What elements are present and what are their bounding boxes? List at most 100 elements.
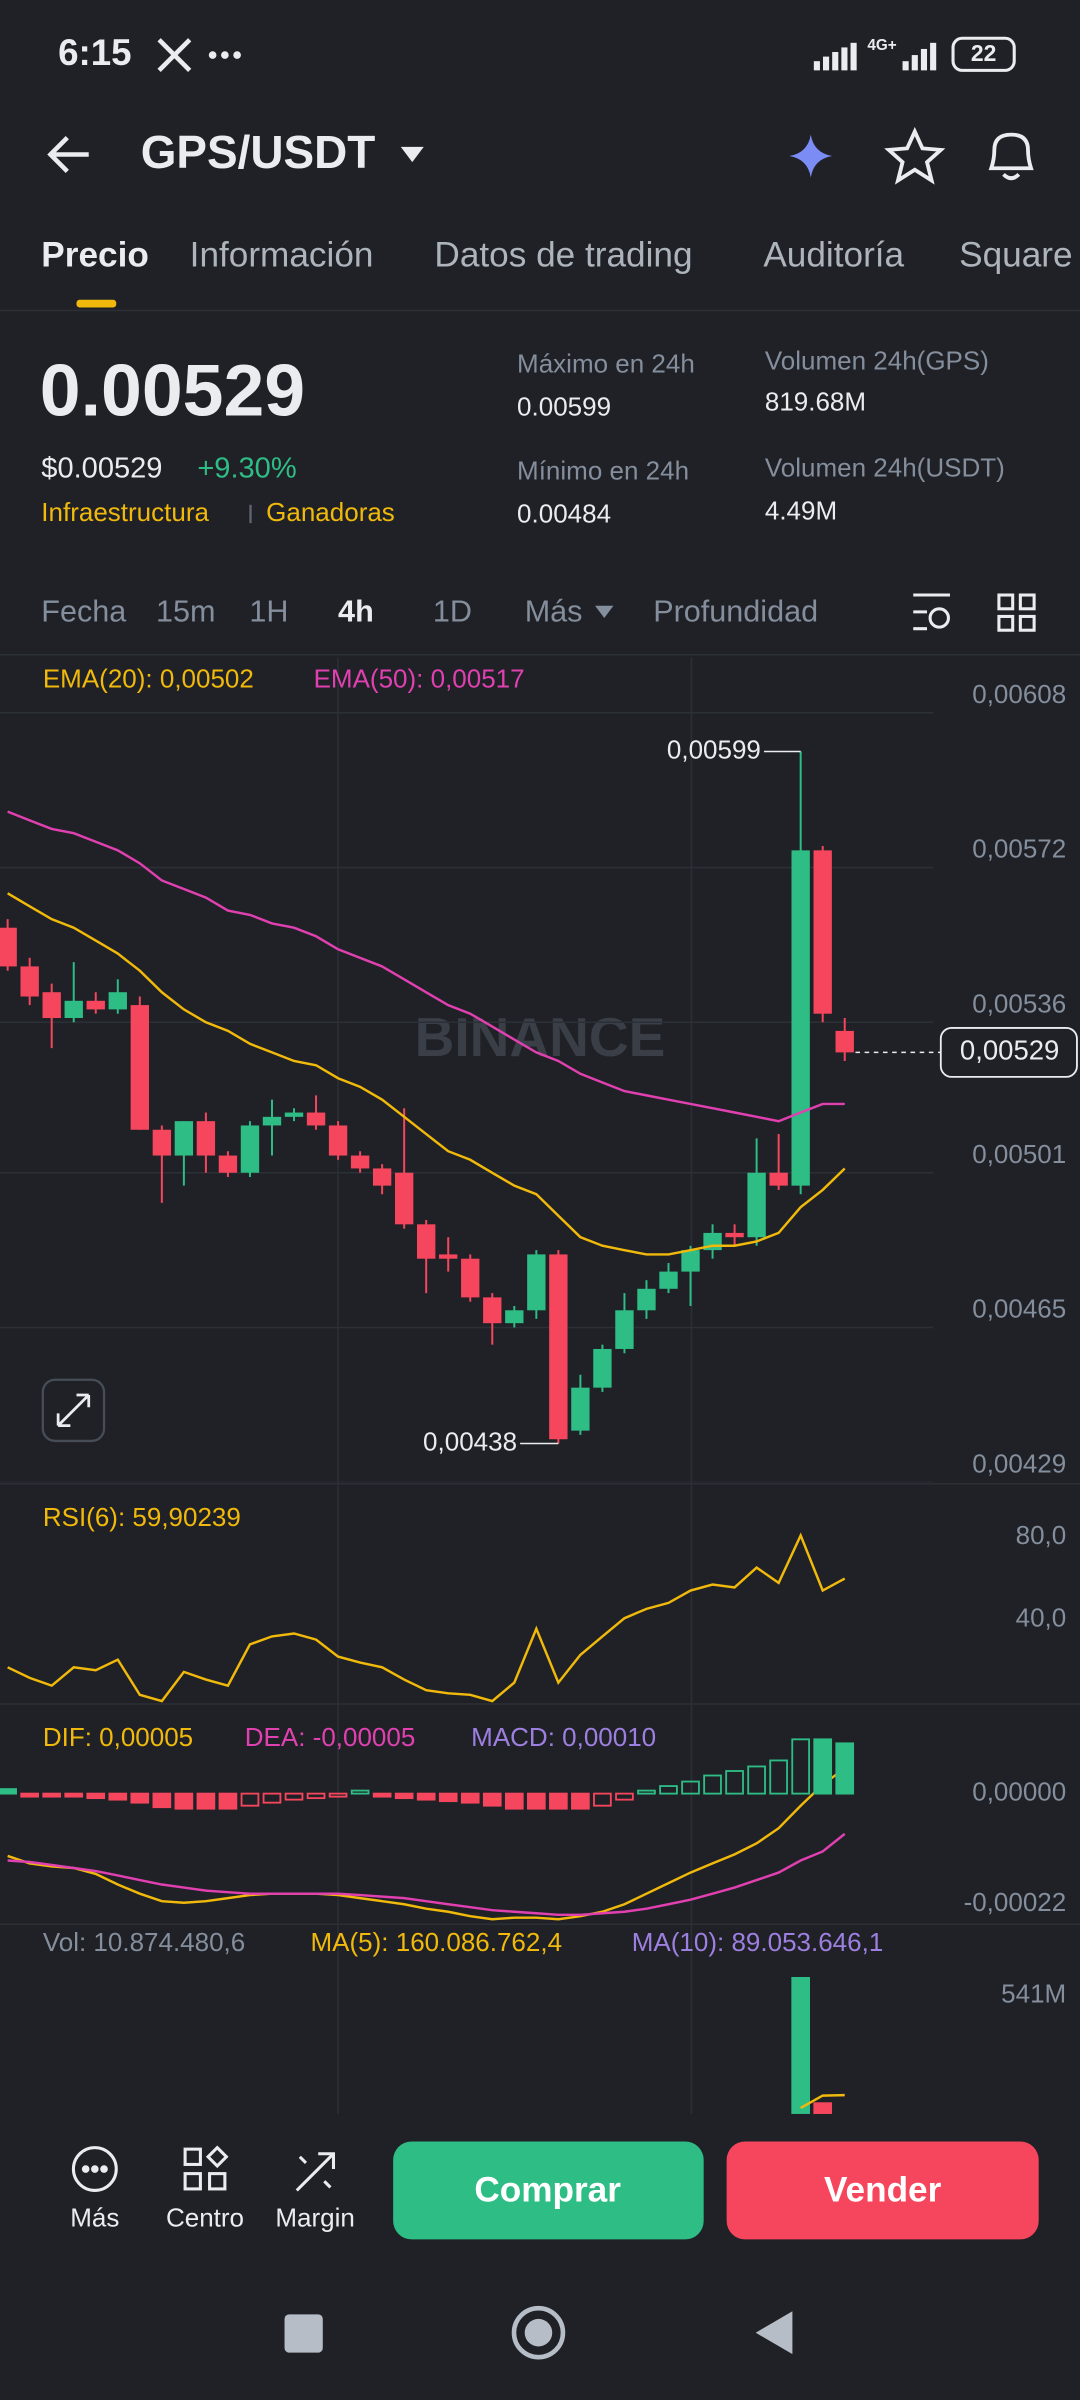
indicator-settings[interactable] — [913, 593, 950, 631]
watermark: BINANCE — [415, 1006, 666, 1068]
android-back[interactable] — [755, 2311, 793, 2355]
candle-body — [659, 1271, 678, 1289]
more-dropdown[interactable] — [595, 605, 614, 618]
stat-label: Mínimo en 24h — [517, 456, 689, 486]
buy-label[interactable]: Comprar — [474, 2170, 621, 2209]
nav-label[interactable]: Más — [70, 2202, 119, 2232]
histogram-bar — [394, 1792, 414, 1800]
pair[interactable]: GPS/USDT — [141, 126, 376, 178]
histogram-bar — [813, 2102, 833, 2114]
histogram-bar — [681, 1780, 700, 1795]
chart-pane — [7, 1532, 846, 1703]
histogram-bar — [64, 1792, 84, 1798]
tab[interactable]: Datos de trading — [434, 235, 692, 274]
stat-value: 0.00599 — [517, 391, 611, 421]
legend-entry: DIF: 0,00005 — [43, 1722, 193, 1752]
ai-button[interactable] — [789, 134, 833, 178]
signal — [813, 42, 937, 71]
interval[interactable]: 15m — [156, 594, 215, 628]
nav-label[interactable]: Centro — [166, 2202, 244, 2232]
tab[interactable]: Precio — [41, 235, 149, 274]
histogram-bar — [0, 1788, 17, 1795]
tab[interactable]: Square — [959, 235, 1072, 274]
charts: 0,00599 0,00438 0,00608 0,00572 0,00536 0,005… — [0, 664, 1078, 2114]
nav-label[interactable]: Margin — [275, 2202, 354, 2232]
interval[interactable]: Más — [525, 594, 583, 628]
indicator-line — [7, 1767, 846, 1921]
candle-body — [240, 1125, 260, 1173]
candle-body — [461, 1258, 480, 1298]
histogram-bar — [262, 1792, 282, 1804]
histogram-bar — [42, 1792, 62, 1798]
histogram-bar — [174, 1792, 194, 1810]
histogram-bar — [240, 1792, 260, 1807]
last-price: 0.00529 — [40, 350, 305, 432]
histogram-bar — [791, 1976, 811, 2114]
clock: 6:15 — [58, 32, 131, 73]
candle-body — [284, 1112, 304, 1117]
expand-button[interactable] — [41, 1378, 106, 1443]
stat-value: 0.00484 — [517, 498, 611, 528]
y-tick-label: 0,00465 — [972, 1294, 1066, 1324]
candle-body — [196, 1121, 216, 1156]
high-label: 0,00599 — [667, 734, 761, 764]
tab[interactable]: Auditoría — [763, 235, 904, 274]
histogram-bar — [593, 1792, 612, 1807]
interval[interactable]: Fecha — [41, 594, 126, 628]
legend-entry: MACD: 0,00010 — [471, 1722, 656, 1752]
histogram-bar — [659, 1785, 678, 1795]
candle-body — [637, 1288, 656, 1311]
candle-body — [527, 1254, 546, 1311]
sell-button[interactable] — [726, 2141, 1039, 2240]
tag[interactable]: Infraestructura — [41, 497, 209, 527]
y-tick-label: 80,0 — [1016, 1520, 1067, 1550]
indicator-line — [7, 810, 845, 1123]
candle-body — [152, 1129, 172, 1156]
histogram-bar — [549, 1792, 568, 1810]
histogram-bar — [615, 1792, 634, 1801]
chart-pane — [791, 1976, 845, 2114]
candle-body — [593, 1348, 612, 1388]
interval[interactable]: 4h — [338, 594, 374, 628]
sell-label[interactable]: Vender — [824, 2170, 942, 2209]
android-home[interactable] — [511, 2305, 566, 2360]
interval[interactable]: Profundidad — [653, 594, 818, 628]
candle-body — [20, 966, 39, 997]
histogram-bar — [769, 1759, 788, 1795]
buy-button[interactable] — [393, 2141, 704, 2240]
interval[interactable]: 1D — [433, 594, 472, 628]
battery — [951, 36, 1016, 72]
alert-button[interactable] — [988, 132, 1034, 181]
pair-dropdown[interactable] — [400, 146, 424, 163]
chart-pane — [0, 1738, 855, 1921]
tab[interactable]: Información — [190, 235, 374, 274]
histogram-bar — [218, 1792, 238, 1810]
candle-body — [549, 1254, 568, 1440]
battery-level: 22 — [971, 40, 997, 66]
candle-body — [439, 1254, 458, 1259]
indicator-line — [7, 892, 846, 1256]
candle-body — [813, 850, 832, 1014]
candle-body — [791, 850, 810, 1186]
layout-button[interactable] — [997, 593, 1036, 632]
tag[interactable]: Ganadoras — [266, 497, 395, 527]
histogram-bar — [196, 1792, 216, 1810]
android-recents[interactable] — [284, 2314, 323, 2353]
candle-body — [725, 1232, 744, 1238]
candle-body — [350, 1155, 370, 1169]
histogram-bar — [130, 1792, 150, 1804]
indicator-line — [7, 1832, 846, 1917]
candle-body — [835, 1030, 854, 1053]
candle-body — [218, 1155, 238, 1173]
bottom-nav: Más Centro Margin — [70, 2202, 355, 2232]
interval[interactable]: 1H — [249, 594, 288, 628]
histogram-bar — [813, 1738, 833, 1795]
chart-pane: 0,00599 0,00438 — [0, 712, 934, 1483]
histogram-bar — [416, 1792, 436, 1801]
candle-body — [328, 1125, 348, 1156]
favorite-button[interactable] — [884, 126, 946, 185]
back-button[interactable] — [47, 136, 89, 173]
intervals: Fecha 15m 1H 4h 1D Más Profundidad — [41, 594, 818, 628]
